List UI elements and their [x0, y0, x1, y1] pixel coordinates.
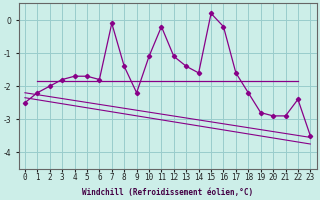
X-axis label: Windchill (Refroidissement éolien,°C): Windchill (Refroidissement éolien,°C)	[82, 188, 253, 197]
